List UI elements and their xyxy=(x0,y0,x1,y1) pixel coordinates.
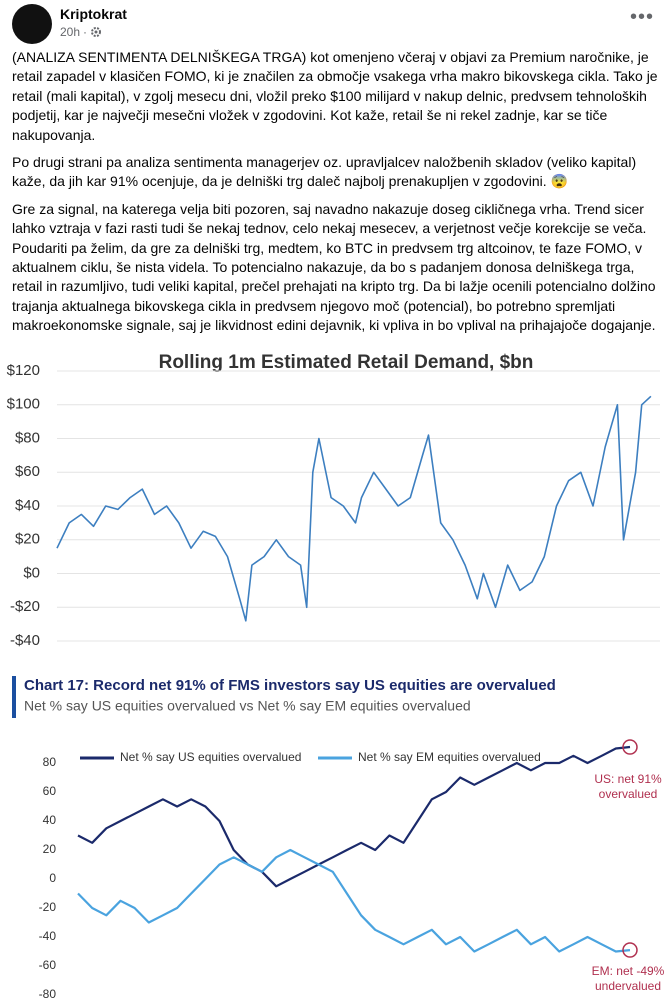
annotation: overvalued xyxy=(599,787,658,801)
y-tick-label: 20 xyxy=(43,842,57,856)
chart-background xyxy=(0,662,672,1002)
y-tick-label: -20 xyxy=(39,900,57,914)
y-tick-label: -$20 xyxy=(10,598,40,615)
author-name[interactable]: Kriptokrat xyxy=(60,6,127,22)
y-tick-label: -80 xyxy=(39,987,57,1001)
y-tick-label: $20 xyxy=(15,531,40,548)
y-tick-label: 60 xyxy=(43,784,57,798)
y-tick-label: 0 xyxy=(49,871,56,885)
paragraph: (ANALIZA SENTIMENTA DELNIŠKEGA TRGA) kot… xyxy=(12,49,658,143)
title-bar xyxy=(12,676,16,718)
chart-fms[interactable]: Chart 17: Record net 91% of FMS investor… xyxy=(0,662,672,1002)
separator: · xyxy=(83,25,88,39)
annotation: US: net 91% xyxy=(594,772,662,786)
post-text: (ANALIZA SENTIMENTA DELNIŠKEGA TRGA) kot… xyxy=(12,48,662,344)
annotation: undervalued xyxy=(595,979,661,993)
post-meta: 20h · xyxy=(60,25,102,39)
legend-label: Net % say US equities overvalued xyxy=(120,750,301,764)
y-tick-label: $100 xyxy=(7,396,40,413)
annotation-circle xyxy=(622,942,638,958)
legend-label: Net % say EM equities overvalued xyxy=(358,750,541,764)
privacy-icon[interactable] xyxy=(90,26,102,38)
y-tick-label: 80 xyxy=(43,755,57,769)
y-tick-label: $120 xyxy=(7,362,40,379)
paragraph: Gre za signal, na katerega velja biti po… xyxy=(12,200,656,334)
chart-background xyxy=(0,348,672,660)
avatar[interactable] xyxy=(12,4,52,44)
annotation: EM: net -49% xyxy=(592,964,665,978)
y-tick-label: -40 xyxy=(39,929,57,943)
y-tick-label: $60 xyxy=(15,463,40,480)
y-tick-label: $40 xyxy=(15,497,40,514)
series-line xyxy=(77,745,631,888)
paragraph: Po drugi strani pa analiza sentimenta ma… xyxy=(12,154,637,190)
series-line xyxy=(56,395,652,622)
more-menu[interactable]: ••• xyxy=(630,6,655,28)
chart-retail-demand[interactable]: Rolling 1m Estimated Retail Demand, $bn … xyxy=(0,348,672,660)
post-time[interactable]: 20h xyxy=(60,25,81,39)
y-tick-label: $80 xyxy=(15,429,40,446)
y-tick-label: -$40 xyxy=(10,632,40,649)
y-tick-label: -60 xyxy=(39,958,57,972)
y-tick-label: 40 xyxy=(43,813,57,827)
chart-title: Chart 17: Record net 91% of FMS investor… xyxy=(24,677,556,694)
chart-subtitle: Net % say US equities overvalued vs Net … xyxy=(24,698,471,714)
post-header: Kriptokrat 20h · ••• xyxy=(0,0,672,48)
chart-title: Rolling 1m Estimated Retail Demand, $bn xyxy=(159,352,534,373)
annotation-circle xyxy=(622,739,638,755)
series-line xyxy=(77,848,631,953)
y-tick-label: $0 xyxy=(23,564,40,581)
